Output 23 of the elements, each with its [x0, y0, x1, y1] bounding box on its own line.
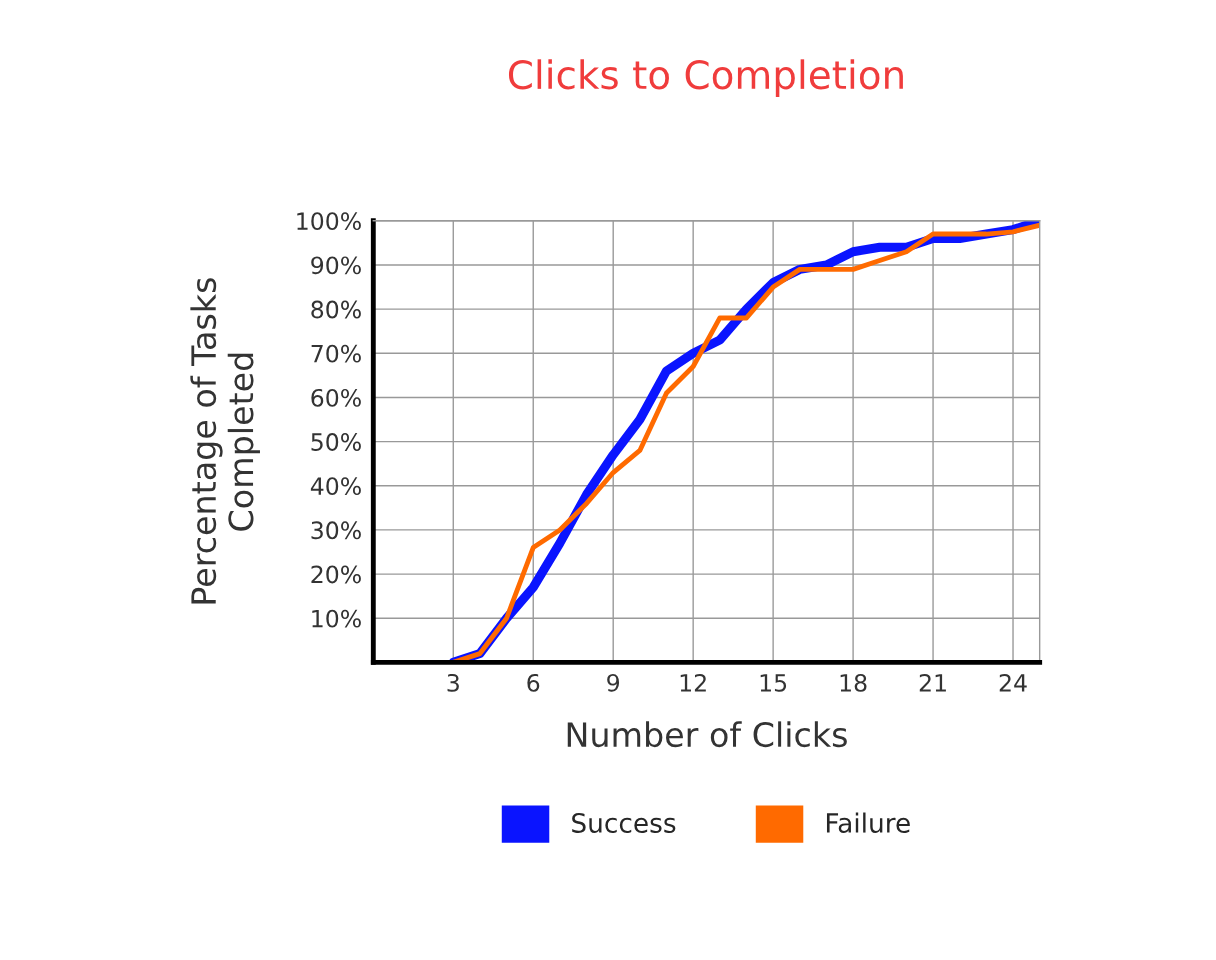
x-tick-label: 3: [447, 673, 459, 692]
y-axis-title: Percentage of Tasks Completed: [190, 278, 260, 604]
y-tick-label: 100%: [297, 212, 361, 231]
x-tick-label: 21: [919, 673, 946, 692]
x-tick-label: 12: [680, 673, 706, 692]
y-tick-label: 40%: [310, 477, 361, 496]
y-tick-label: 20%: [311, 565, 361, 584]
y-tick-label: 70%: [311, 344, 361, 363]
legend-label: Success: [572, 812, 676, 833]
x-tick-label: 24: [999, 673, 1027, 692]
y-tick-label: 50%: [311, 433, 361, 451]
y-tick-label: 30%: [311, 521, 361, 540]
x-tick-label: 6: [527, 673, 540, 692]
x-tick-label: 9: [607, 673, 620, 692]
legend-label: Failure: [826, 812, 910, 833]
y-tick-label: 80%: [311, 300, 361, 319]
x-axis-title: Number of Clicks: [567, 721, 847, 748]
y-tick-label: 10%: [312, 609, 361, 628]
x-tick-label: 15: [760, 674, 787, 692]
x-tick-label: 18: [840, 673, 867, 692]
y-tick-label: 60%: [311, 388, 361, 407]
chart-title: Clicks to Completion: [508, 59, 903, 97]
y-tick-label: 90%: [311, 256, 361, 275]
